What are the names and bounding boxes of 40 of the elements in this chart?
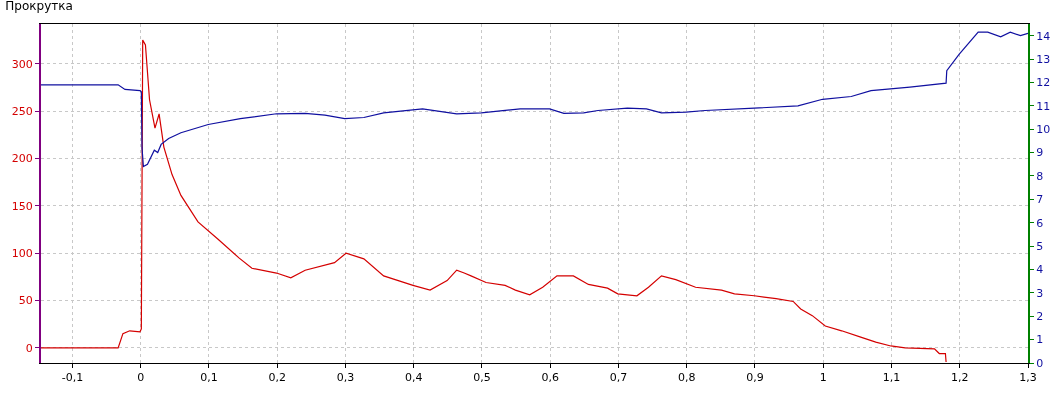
x-tick-label: 1,1 [882,371,901,385]
line-series [41,31,1028,168]
y2-tick-label: 14 [1036,29,1051,43]
y2-tick-label: 8 [1036,169,1044,183]
y-tick-label: 0 [25,341,33,355]
y2-tick-label: 5 [1036,239,1044,253]
y2-tick-label: 2 [1036,310,1044,324]
x-tick-label: 0 [137,371,145,385]
x-tick-label: 0,6 [541,371,559,385]
x-tick-label: 0,5 [473,371,491,385]
y2-tick-label: 11 [1036,99,1051,113]
line-series [41,39,947,363]
x-tick-label: 1,2 [950,371,969,385]
y2-tick-label: 13 [1036,52,1051,66]
x-tick-label: 0,1 [200,371,218,385]
x-tick-label: 1 [819,371,827,385]
y2-tick-label: 4 [1036,263,1044,277]
x-tick-label: 0,4 [404,371,423,385]
y-tick-label: 100 [11,247,33,261]
x-tick-label: 0,9 [746,371,764,385]
x-tick-label: 0,2 [268,371,286,385]
y2-tick-label: 9 [1036,146,1044,160]
y-tick-label: 300 [11,57,33,71]
y2-tick-label: 0 [1036,356,1044,370]
x-tick-label: 1,3 [1019,371,1037,385]
y2-tick-label: 3 [1036,286,1044,300]
chart-title: Прокрутка [5,0,73,14]
y-tick-label: 250 [11,104,33,118]
x-tick-label: 0,7 [609,371,628,385]
y2-tick-label: 7 [1036,193,1044,207]
y-tick-label: 50 [18,294,33,308]
y-tick-label: 150 [11,199,33,213]
x-tick-label: 0,3 [336,371,355,385]
y-tick-label: 200 [11,152,33,166]
y2-tick-label: 1 [1036,333,1044,347]
x-tick-label: 0,8 [677,371,696,385]
y2-tick-label: 6 [1036,216,1044,230]
y2-tick-label: 12 [1036,76,1051,90]
y2-tick-label: 10 [1036,123,1051,137]
x-tick-label: -0,1 [61,371,84,385]
